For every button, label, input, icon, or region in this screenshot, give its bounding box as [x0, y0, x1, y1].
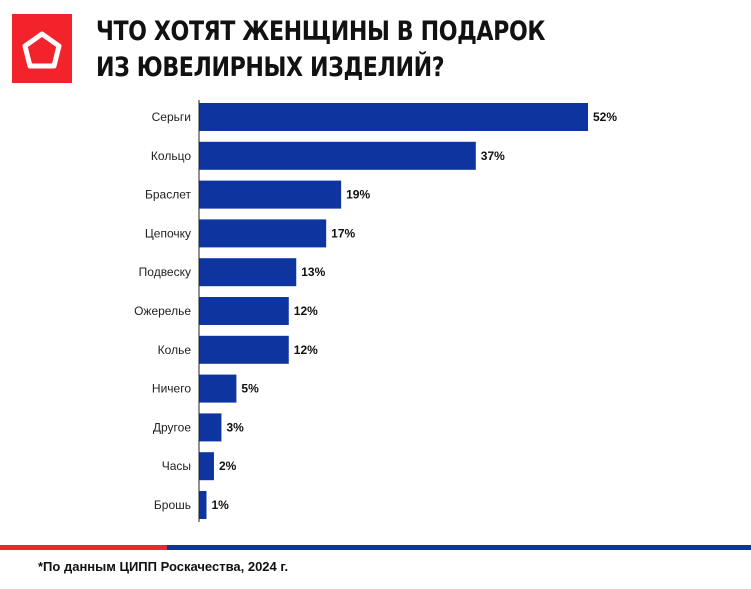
category-label: Цепочку: [145, 226, 191, 240]
divider-red: [0, 545, 167, 550]
bar-4: [199, 258, 297, 287]
category-label: Брошь: [154, 498, 191, 512]
value-label: 2%: [219, 459, 237, 473]
bar-0: [199, 103, 588, 131]
bar-9: [199, 452, 214, 481]
roskachestvo-logo: [12, 14, 72, 83]
category-label: Ничего: [152, 382, 191, 396]
title-line-1: ЧТО ХОТЯТ ЖЕНЩИНЫ В ПОДАРОК: [96, 16, 546, 47]
category-label: Подвеску: [139, 265, 191, 279]
value-label: 3%: [226, 420, 244, 434]
value-label: 17%: [331, 226, 355, 240]
category-label: Ожерелье: [134, 304, 191, 318]
value-label: 19%: [346, 188, 370, 202]
category-label: Часы: [162, 459, 191, 473]
value-label: 13%: [301, 265, 325, 279]
bar-7: [199, 374, 237, 403]
category-label: Серьги: [152, 110, 191, 124]
bar-chart: Серьги 52% Кольцо 37% Браслет 19% Цепочку 17% По…: [134, 100, 617, 522]
value-label: 12%: [294, 343, 318, 357]
category-label: Колье: [158, 343, 192, 357]
bar-1: [199, 141, 476, 170]
page-title: ЧТО ХОТЯТ ЖЕНЩИНЫ В ПОДАРОК ИЗ ЮВЕЛИРНЫХ…: [96, 14, 545, 86]
bar-8: [199, 413, 222, 442]
bar-3: [199, 219, 327, 248]
category-label: Кольцо: [151, 149, 191, 163]
category-label: Браслет: [145, 188, 192, 202]
title-line-2: ИЗ ЮВЕЛИРНЫХ ИЗДЕЛИЙ?: [96, 52, 445, 83]
value-label: 37%: [481, 149, 505, 163]
bar-5: [199, 297, 289, 325]
value-label: 1%: [211, 498, 229, 512]
value-label: 52%: [593, 110, 617, 124]
source-note: *По данным ЦИПП Роскачества, 2024 г.: [38, 559, 289, 574]
bar-6: [199, 335, 289, 364]
value-label: 5%: [241, 382, 259, 396]
bar-10: [199, 491, 207, 519]
bar-2: [199, 180, 342, 209]
value-label: 12%: [294, 304, 318, 318]
divider-blue: [167, 545, 751, 550]
category-label: Другое: [153, 420, 191, 434]
